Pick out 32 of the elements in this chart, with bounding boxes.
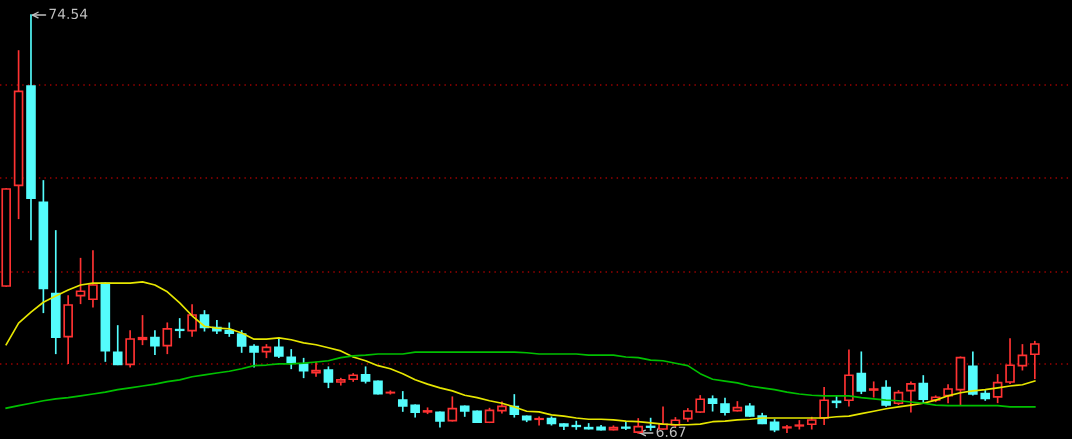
candlestick [224,322,235,337]
candlestick [187,304,197,337]
candlestick [236,330,247,353]
candlestick [150,330,160,356]
candlestick [868,381,879,398]
candlestick [88,250,98,308]
candlestick [286,349,297,370]
candlestick [174,318,185,339]
candlestick [534,416,544,426]
candlestick [323,366,334,389]
annotation: 74.54 [49,8,88,20]
candlestick [162,322,173,355]
candlestick [819,387,829,426]
candlestick [274,337,284,359]
candlestick [447,396,458,422]
candlestick [75,257,86,305]
candlestick [856,351,867,395]
candlestick [881,380,891,407]
candlestick [249,344,259,368]
candlestick [311,361,321,377]
candlestick [906,381,916,413]
candlestick [112,325,123,366]
candlestick [1030,340,1040,380]
annotation: 6.67 [656,426,686,437]
candlestick [137,315,148,346]
candlestick [571,420,582,430]
candlestick [397,391,408,412]
candlestick [621,421,631,431]
candlestick [782,425,792,434]
candlestick [918,375,929,404]
candlestick [1005,338,1015,385]
candlestick [1017,344,1028,371]
